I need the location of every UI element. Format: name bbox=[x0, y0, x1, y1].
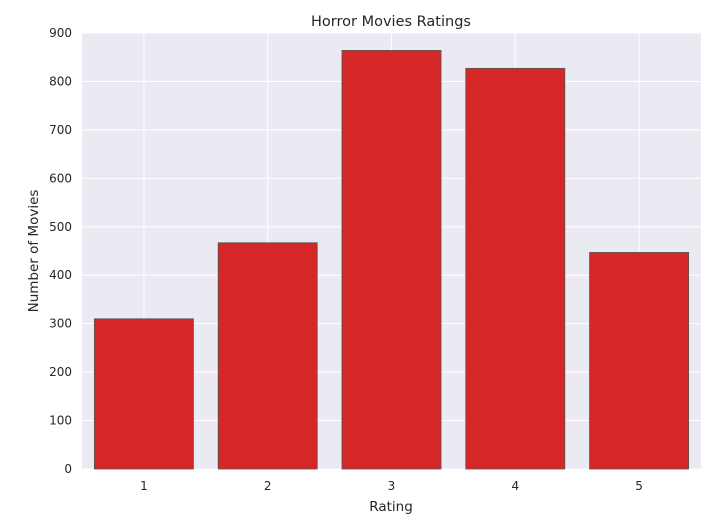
y-tick-label: 0 bbox=[64, 462, 72, 476]
x-tick-label: 5 bbox=[635, 479, 643, 493]
x-tick-label: 3 bbox=[388, 479, 396, 493]
y-tick-label: 600 bbox=[49, 171, 72, 185]
x-tick-label: 4 bbox=[511, 479, 519, 493]
x-axis-label: Rating bbox=[369, 499, 413, 515]
y-tick-label: 300 bbox=[49, 317, 72, 331]
chart-title: Horror Movies Ratings bbox=[311, 14, 471, 30]
bar-rating-3 bbox=[341, 50, 442, 470]
bar-rating-4 bbox=[465, 67, 566, 470]
y-tick-label: 700 bbox=[49, 123, 72, 137]
y-tick-labels: 0 100 200 300 400 500 600 700 800 900 bbox=[49, 26, 72, 476]
bars bbox=[93, 50, 690, 470]
bar-rating-1 bbox=[93, 318, 194, 470]
bar-rating-5 bbox=[589, 252, 690, 470]
y-tick-label: 200 bbox=[49, 365, 72, 379]
y-tick-label: 500 bbox=[49, 220, 72, 234]
y-tick-label: 100 bbox=[49, 414, 72, 428]
x-tick-label: 2 bbox=[264, 479, 272, 493]
x-tick-labels: 1 2 3 4 5 bbox=[140, 479, 643, 493]
y-axis-label: Number of Movies bbox=[26, 190, 42, 313]
y-tick-label: 900 bbox=[49, 26, 72, 40]
x-tick-label: 1 bbox=[140, 479, 148, 493]
y-tick-label: 400 bbox=[49, 268, 72, 282]
y-tick-label: 800 bbox=[49, 74, 72, 88]
bar-rating-2 bbox=[217, 242, 318, 470]
